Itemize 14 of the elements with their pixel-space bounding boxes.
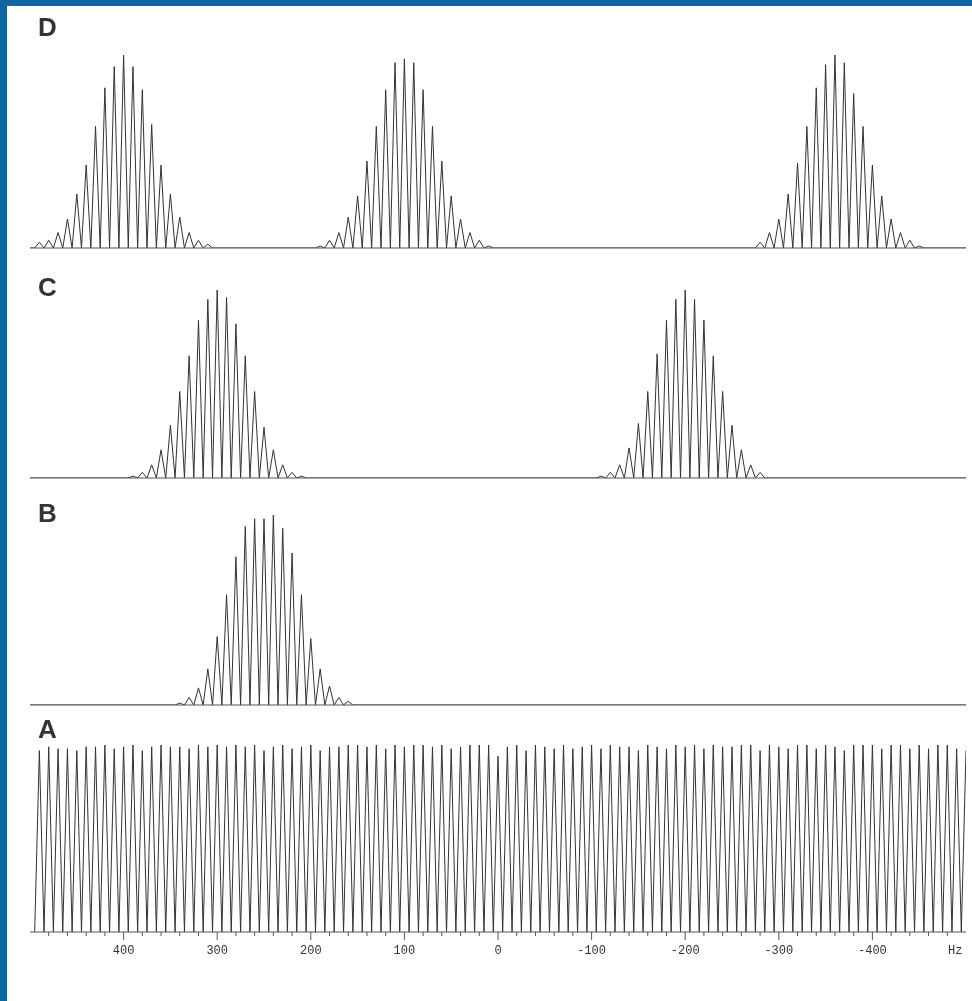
x-axis-title: Hz [948, 944, 963, 958]
chart-title: C [38, 272, 57, 303]
chart-title: A [38, 714, 57, 745]
x-tick-label: 200 [300, 944, 322, 958]
x-tick-label: -400 [857, 944, 887, 958]
chart-title: B [38, 498, 57, 529]
x-tick-label: 400 [112, 944, 135, 958]
x-tick-label: -300 [764, 944, 794, 958]
x-tick-label: 300 [206, 944, 228, 958]
x-tick-label: -200 [670, 944, 700, 958]
x-tick-label: 0 [494, 944, 502, 958]
chart-title: D [38, 12, 57, 43]
x-tick-label: -100 [577, 944, 607, 958]
x-tick-label: 100 [393, 944, 416, 958]
